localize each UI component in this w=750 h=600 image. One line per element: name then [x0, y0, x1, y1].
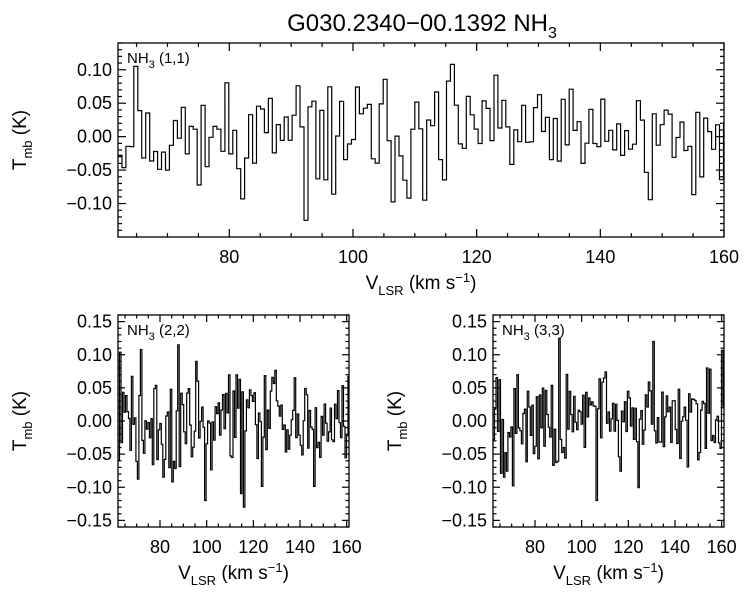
x-axis-label: VLSR (km s−1): [553, 560, 664, 588]
panel-nh3-11: 80 100 120 140 160 −0.10 −0.05 0.00 0.05 0.10 NH3 …: [10, 42, 739, 298]
line-annotation: NH3 (2,2): [127, 322, 190, 343]
line-annotation: NH3 (3,3): [502, 322, 565, 343]
x-tick-label: 140: [585, 247, 615, 267]
spectrum-line: [118, 344, 349, 508]
x-tick-label: 120: [238, 537, 268, 557]
x-tick-label: 160: [707, 537, 737, 557]
y-tick-label: −0.10: [66, 194, 112, 214]
y-tick-label: −0.10: [441, 477, 487, 497]
y-tick-label: −0.15: [66, 510, 112, 530]
plot-frame: [117, 42, 725, 238]
y-tick-label: −0.05: [66, 444, 112, 464]
line-annotation: NH3 (1,1): [127, 50, 190, 71]
y-tick-label: 0.05: [77, 378, 112, 398]
x-tick-label: 100: [192, 537, 222, 557]
x-tick-label: 80: [525, 537, 545, 557]
y-tick-label: 0.00: [77, 127, 112, 147]
x-tick-label: 160: [709, 247, 739, 267]
y-tick-label: 0.05: [452, 378, 487, 398]
y-tick-label: 0.10: [77, 60, 112, 80]
figure-title: G030.2340−00.1392 NH3: [287, 10, 557, 42]
y-axis-label: Tmb (K): [10, 391, 35, 451]
y-tick-label: 0.15: [77, 312, 112, 332]
x-tick-label: 160: [332, 537, 362, 557]
y-tick-label: −0.05: [66, 160, 112, 180]
x-tick-label: 100: [338, 247, 368, 267]
spectrum-line: [118, 63, 725, 221]
panel-nh3-33: 80 100 120 140 160 −0.15 −0.10 −0.05 0.00 0.05 0.1…: [385, 312, 737, 588]
y-axis-label: Tmb (K): [10, 110, 35, 170]
x-tick-label: 140: [285, 537, 315, 557]
y-tick-label: 0.05: [77, 93, 112, 113]
y-tick-label: −0.10: [66, 477, 112, 497]
x-tick-label: 100: [567, 537, 597, 557]
y-tick-label: 0.10: [77, 345, 112, 365]
x-axis-label: VLSR (km s−1): [178, 560, 289, 588]
spectrum-line: [493, 337, 724, 502]
x-tick-label: 140: [660, 537, 690, 557]
panel-nh3-22: 80 100 120 140 160 −0.15 −0.10 −0.05 0.00 0.05 0.1…: [10, 312, 362, 588]
y-tick-label: 0.00: [77, 411, 112, 431]
y-tick-label: 0.00: [452, 411, 487, 431]
y-axis-label: Tmb (K): [385, 391, 410, 451]
x-tick-label: 120: [613, 537, 643, 557]
x-tick-label: 80: [150, 537, 170, 557]
y-tick-label: −0.15: [441, 510, 487, 530]
y-tick-label: 0.10: [452, 345, 487, 365]
y-tick-label: −0.05: [441, 444, 487, 464]
x-tick-label: 120: [462, 247, 492, 267]
x-axis-label: VLSR (km s−1): [366, 270, 477, 298]
y-tick-label: 0.15: [452, 312, 487, 332]
x-tick-label: 80: [219, 247, 239, 267]
